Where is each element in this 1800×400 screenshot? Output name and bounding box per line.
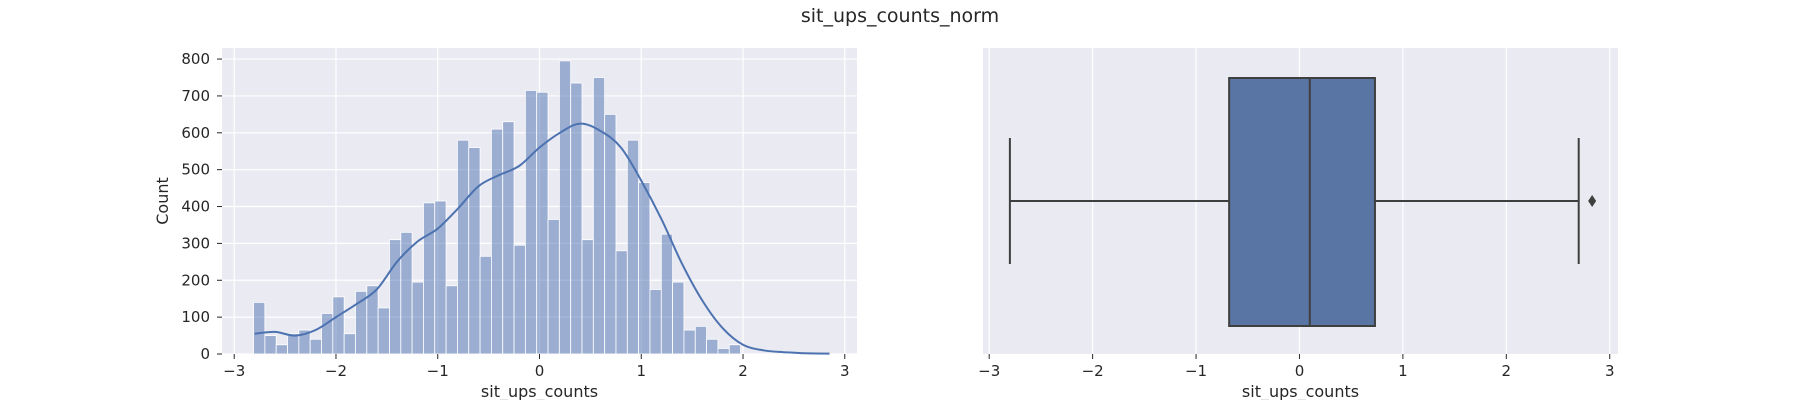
x-tick-label: −3 (978, 362, 1000, 380)
histogram-bar (502, 121, 515, 355)
x-tick-label: 1 (1398, 362, 1408, 380)
histogram-bar (287, 333, 300, 355)
histogram-bar (615, 250, 628, 355)
boxplot-x-ticks: −3 −2 −1 0 1 2 3 (978, 354, 1614, 380)
x-tick-label: −3 (223, 362, 245, 380)
histogram-bars (253, 60, 741, 355)
histogram-bar (524, 89, 538, 355)
x-tick-label: 3 (840, 362, 850, 380)
histogram-bar (411, 281, 424, 355)
histogram-bar (604, 113, 617, 355)
histogram-bar (309, 338, 322, 355)
histogram-bar (264, 335, 277, 355)
histogram-bar (558, 60, 572, 355)
y-tick-label: 100 (181, 308, 210, 326)
histogram-y-ticks: 0 100 200 300 400 500 600 700 800 (181, 50, 222, 363)
boxplot-x-axis-label: sit_ups_counts (1242, 382, 1359, 400)
histogram-bar (570, 82, 583, 355)
outlier-marker (1588, 195, 1597, 207)
histogram-bar (490, 128, 504, 355)
histogram-bar (275, 344, 288, 355)
x-tick-label: −1 (427, 362, 449, 380)
histogram-bar (592, 77, 606, 355)
histogram-bar (638, 182, 651, 355)
kde-curve (254, 122, 830, 355)
histogram-bar (683, 329, 696, 355)
x-tick-label: 0 (535, 362, 545, 380)
histogram-bar (706, 338, 719, 355)
histogram-bar (253, 301, 266, 355)
histogram-bar (513, 244, 526, 355)
y-tick-label: 400 (181, 198, 210, 216)
histogram-bar (377, 307, 390, 355)
histogram-bar (717, 348, 730, 355)
boxplot-panel: −3 −2 −1 0 1 2 3 sit_ups_counts (978, 48, 1618, 400)
y-tick-label: 600 (181, 124, 210, 142)
y-tick-label: 800 (181, 50, 210, 68)
y-tick-label: 700 (181, 87, 210, 105)
boxplot-outliers (1588, 195, 1597, 207)
histogram-x-ticks: −3 −2 −1 0 1 2 3 (223, 354, 850, 380)
x-tick-label: −2 (1082, 362, 1104, 380)
x-tick-label: 2 (1502, 362, 1512, 380)
histogram-bar (694, 325, 707, 355)
figure-suptitle: sit_ups_counts_norm (801, 5, 999, 27)
histogram-y-axis-label: Count (153, 177, 172, 225)
x-tick-label: 2 (738, 362, 748, 380)
y-tick-label: 200 (181, 271, 210, 289)
x-tick-label: −2 (325, 362, 347, 380)
histogram-bar (649, 289, 662, 355)
x-tick-label: 3 (1605, 362, 1615, 380)
x-tick-label: −1 (1185, 362, 1207, 380)
histogram-bar (343, 333, 356, 355)
histogram-bar (479, 255, 492, 355)
histogram-panel: −3 −2 −1 0 1 2 3 0 100 200 300 400 500 600 700 800 sit… (153, 48, 857, 400)
x-tick-label: 1 (636, 362, 646, 380)
histogram-bar (547, 219, 560, 355)
y-tick-label: 0 (200, 345, 210, 363)
histogram-bar (389, 239, 402, 355)
histogram-bar (423, 202, 436, 355)
histogram-bar (728, 344, 741, 355)
box-iqr (1228, 77, 1376, 327)
x-tick-label: 0 (1295, 362, 1305, 380)
histogram-x-axis-label: sit_ups_counts (481, 382, 598, 400)
histogram-bar (672, 281, 685, 355)
histogram-bar (660, 233, 674, 355)
histogram-bar (332, 296, 345, 355)
y-tick-label: 500 (181, 161, 210, 179)
histogram-bar (468, 147, 481, 355)
y-tick-label: 300 (181, 234, 210, 252)
histogram-bar (457, 139, 470, 355)
histogram-bar (536, 91, 549, 355)
histogram-bar (445, 285, 458, 355)
histogram-bar (581, 239, 594, 355)
histogram-bar (434, 200, 447, 355)
